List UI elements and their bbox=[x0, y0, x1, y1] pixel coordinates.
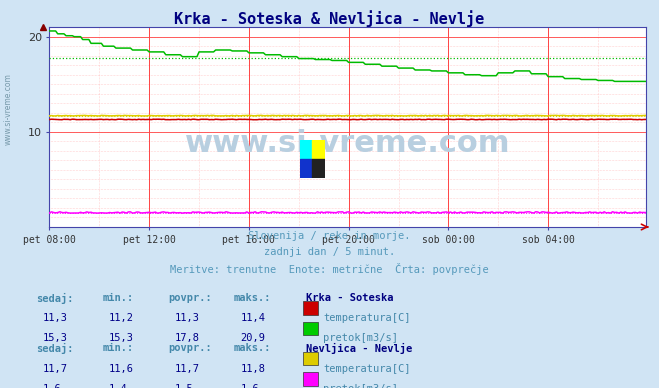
Text: www.si-vreme.com: www.si-vreme.com bbox=[185, 128, 510, 158]
Text: 1,4: 1,4 bbox=[109, 384, 127, 388]
Text: 11,7: 11,7 bbox=[175, 364, 200, 374]
Text: 20,9: 20,9 bbox=[241, 333, 266, 343]
Text: Meritve: trenutne  Enote: metrične  Črta: povprečje: Meritve: trenutne Enote: metrične Črta: … bbox=[170, 263, 489, 275]
Text: 11,3: 11,3 bbox=[175, 313, 200, 323]
Text: Slovenija / reke in morje.: Slovenija / reke in morje. bbox=[248, 231, 411, 241]
Text: 1,5: 1,5 bbox=[175, 384, 193, 388]
Text: 15,3: 15,3 bbox=[43, 333, 68, 343]
Text: pretok[m3/s]: pretok[m3/s] bbox=[323, 333, 398, 343]
Text: sedaj:: sedaj: bbox=[36, 343, 74, 354]
Bar bbox=[312, 159, 325, 178]
Text: povpr.:: povpr.: bbox=[168, 343, 212, 353]
Text: 15,3: 15,3 bbox=[109, 333, 134, 343]
Text: temperatura[C]: temperatura[C] bbox=[323, 313, 411, 323]
Text: zadnji dan / 5 minut.: zadnji dan / 5 minut. bbox=[264, 247, 395, 257]
Bar bbox=[300, 140, 312, 159]
Text: povpr.:: povpr.: bbox=[168, 293, 212, 303]
Text: www.si-vreme.com: www.si-vreme.com bbox=[3, 73, 13, 145]
Text: 11,8: 11,8 bbox=[241, 364, 266, 374]
Text: maks.:: maks.: bbox=[234, 293, 272, 303]
Bar bbox=[312, 140, 325, 159]
Text: maks.:: maks.: bbox=[234, 343, 272, 353]
Text: sedaj:: sedaj: bbox=[36, 293, 74, 304]
Text: 11,3: 11,3 bbox=[43, 313, 68, 323]
Text: 1,6: 1,6 bbox=[43, 384, 61, 388]
Text: 11,6: 11,6 bbox=[109, 364, 134, 374]
Text: 1,6: 1,6 bbox=[241, 384, 259, 388]
Text: min.:: min.: bbox=[102, 343, 133, 353]
Text: pretok[m3/s]: pretok[m3/s] bbox=[323, 384, 398, 388]
Text: Krka - Soteska: Krka - Soteska bbox=[306, 293, 394, 303]
Text: 17,8: 17,8 bbox=[175, 333, 200, 343]
Text: 11,7: 11,7 bbox=[43, 364, 68, 374]
Text: 11,2: 11,2 bbox=[109, 313, 134, 323]
Text: 11,4: 11,4 bbox=[241, 313, 266, 323]
Text: Krka - Soteska & Nevljica - Nevlje: Krka - Soteska & Nevljica - Nevlje bbox=[175, 10, 484, 26]
Text: min.:: min.: bbox=[102, 293, 133, 303]
Text: temperatura[C]: temperatura[C] bbox=[323, 364, 411, 374]
Text: Nevljica - Nevlje: Nevljica - Nevlje bbox=[306, 343, 413, 354]
Bar bbox=[300, 159, 312, 178]
